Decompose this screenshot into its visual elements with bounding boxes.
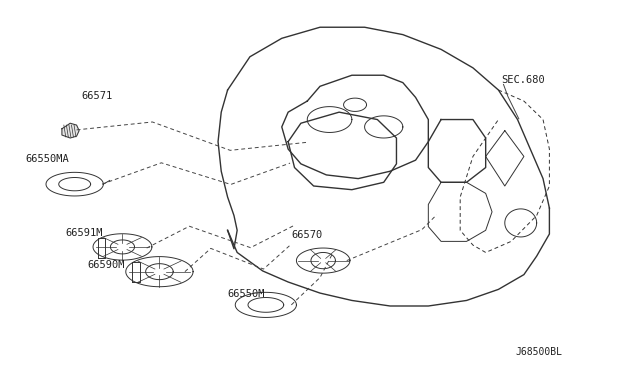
- Text: 66571: 66571: [81, 91, 112, 101]
- Text: SEC.680: SEC.680: [502, 75, 545, 84]
- Text: 66570: 66570: [291, 230, 323, 240]
- Text: 66550M: 66550M: [228, 289, 265, 299]
- Text: 66591M: 66591M: [65, 228, 102, 238]
- Text: J68500BL: J68500BL: [515, 347, 562, 357]
- Text: 66590M: 66590M: [88, 260, 125, 270]
- Text: 66550MA: 66550MA: [26, 154, 69, 164]
- Polygon shape: [62, 123, 79, 138]
